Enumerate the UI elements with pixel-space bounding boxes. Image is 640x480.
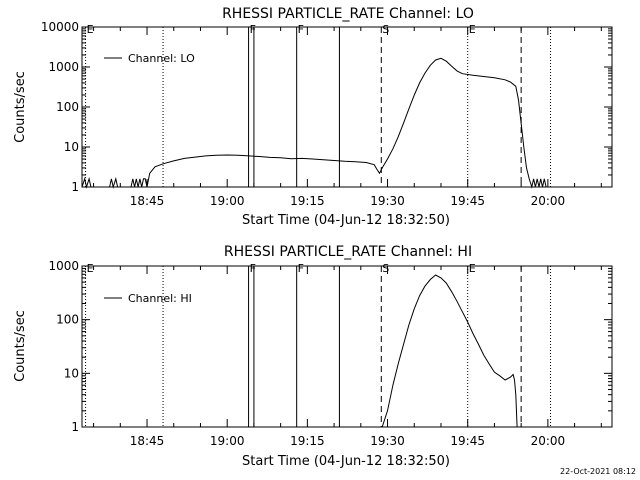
lo-marker-label: E [469, 23, 476, 36]
lo-x-tick-label: 19:15 [290, 194, 325, 208]
hi-plot-title: RHESSI PARTICLE_RATE Channel: HI [224, 244, 472, 260]
hi-x-tick-label: 19:30 [370, 434, 405, 448]
hi-y-tick-label: 1000 [48, 259, 79, 273]
lo-x-tick-label: 19:30 [370, 194, 405, 208]
lo-legend-label: Channel: LO [128, 52, 195, 65]
hi-x-tick-label: 19:00 [210, 434, 245, 448]
hi-legend: Channel: HI [104, 292, 192, 305]
lo-y-tick-label: 10 [64, 140, 79, 154]
lo-y-ticks: 1 10 100 1000 10000 [41, 20, 612, 194]
hi-x-axis-label: Start Time (04-Jun-12 18:32:50) [242, 454, 450, 469]
hi-plot-frame [81, 265, 613, 428]
hi-x-tick-label: 19:15 [290, 434, 325, 448]
generation-timestamp: 22-Oct-2021 08:12 [560, 467, 636, 476]
lo-x-tick-label: 18:45 [130, 194, 165, 208]
lo-y-axis-label: Counts/sec [13, 71, 28, 143]
lo-y-tick-label: 10000 [41, 20, 79, 34]
hi-channel-plot: RHESSI PARTICLE_RATE Channel: HI 1101001… [13, 244, 613, 469]
lo-marker-label: E [87, 23, 94, 36]
lo-legend: Channel: LO [104, 52, 195, 65]
lo-plot-frame [81, 26, 613, 188]
lo-x-tick-label: 19:45 [450, 194, 485, 208]
lo-x-axis-label: Start Time (04-Jun-12 18:32:50) [242, 213, 450, 228]
hi-series [381, 274, 518, 428]
lo-y-tick-label: 1 [71, 180, 79, 194]
hi-y-tick-label: 1 [71, 420, 79, 434]
hi-marker-label: F [298, 262, 304, 275]
hi-series-line [381, 274, 518, 428]
hi-legend-label: Channel: HI [128, 292, 192, 305]
lo-marker-label: F [298, 23, 304, 36]
lo-plot-title: RHESSI PARTICLE_RATE Channel: LO [222, 6, 474, 22]
hi-y-ticks: 1 10 100 1000 [48, 259, 612, 434]
lo-x-ticks: 18:45 19:00 19:15 19:30 19:45 20:00 [93, 27, 602, 208]
lo-series [81, 57, 547, 189]
lo-x-tick-label: 20:00 [531, 194, 566, 208]
lo-x-tick-label: 19:00 [210, 194, 245, 208]
hi-marker-label: F [250, 262, 256, 275]
lo-y-tick-label: 1000 [48, 60, 79, 74]
hi-y-tick-label: 10 [64, 366, 79, 380]
hi-x-tick-label: 19:45 [450, 434, 485, 448]
lo-channel-plot: RHESSI PARTICLE_RATE Channel: LO 1101001… [13, 6, 613, 228]
hi-x-tick-label: 20:00 [531, 434, 566, 448]
hi-marker-label: E [469, 262, 476, 275]
hi-marker-label: S [382, 262, 389, 275]
hi-y-axis-label: Counts/sec [13, 310, 28, 382]
hi-marker-label: E [87, 262, 94, 275]
lo-marker-label: F [250, 23, 256, 36]
hi-x-tick-label: 18:45 [130, 434, 165, 448]
hi-x-ticks: 18:45 19:00 19:15 19:30 19:45 20:00 [93, 266, 602, 448]
hi-y-tick-label: 100 [56, 313, 79, 327]
lo-marker-label: S [382, 23, 389, 36]
lo-series-line [81, 57, 547, 189]
lo-y-tick-label: 100 [56, 100, 79, 114]
